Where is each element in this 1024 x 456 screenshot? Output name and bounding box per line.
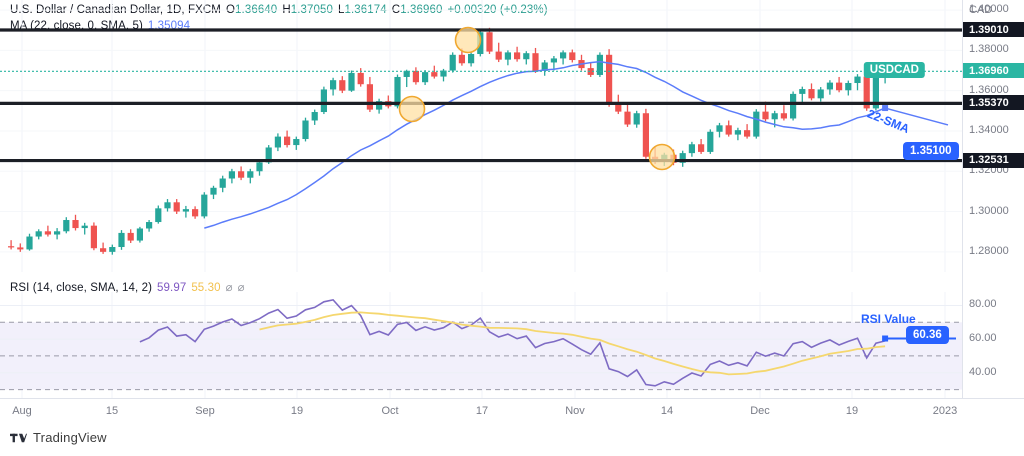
rsi-value: 59.97 (157, 282, 187, 294)
time-tick-label: 19 (845, 405, 859, 417)
rsi-endpoint-dot (882, 335, 889, 342)
rsi-value-badge: 60.36 (906, 326, 949, 344)
time-tick-label: Oct (381, 405, 399, 417)
price-level-badge: 1.35370 (963, 95, 1024, 111)
candlestick-series (8, 27, 889, 255)
tradingview-watermark: TradingView (10, 430, 107, 445)
rsi-pane[interactable] (0, 292, 962, 398)
rsi-line (139, 299, 886, 387)
time-tick-label: 17 (475, 405, 489, 417)
rsi-plot (0, 292, 962, 398)
rsi-extra-1: ⌀ (225, 282, 233, 294)
price-level-badge: 1.32531 (963, 152, 1024, 168)
rsi-indicator-label[interactable]: RSI (14, close, SMA, 14, 2) (10, 282, 153, 294)
rsi-sma-line (259, 311, 886, 376)
time-tick-label: 15 (105, 405, 119, 417)
time-tick-label: 14 (660, 405, 674, 417)
touch-marker (398, 95, 426, 123)
sma-22-line (204, 60, 886, 229)
time-tick-label: Aug (12, 405, 32, 417)
price-tick-label: 1.38000 (969, 43, 1009, 56)
tradingview-logo-icon (10, 433, 27, 442)
price-tick-label: 1.36000 (969, 83, 1009, 96)
rsi-sma-value: 55.30 (191, 282, 221, 294)
price-plot (0, 0, 962, 272)
time-tick-label: Nov (565, 405, 585, 417)
tradingview-label: TradingView (33, 430, 107, 445)
rsi-tick-label: 60.00 (969, 332, 997, 345)
rsi-value-label: RSI Value (861, 312, 916, 326)
time-axis[interactable]: Aug 15 Sep 19 Oct 17 Nov 14 Dec 19 2023 (0, 398, 1024, 422)
price-tick-label: 1.30000 (969, 204, 1009, 217)
rsi-tick-label: 80.00 (969, 298, 997, 311)
time-tick-label: Dec (750, 405, 770, 417)
sma-value-badge: 1.35100 (903, 142, 959, 160)
price-axis-currency: CAD (969, 4, 993, 16)
price-tick-label: 1.34000 (969, 123, 1009, 136)
price-tick-label: 1.40000 (969, 3, 1009, 16)
touch-marker (454, 26, 482, 54)
chart-legend-rsi: RSI (14, close, SMA, 14, 2) 59.97 55.30 ⌀ ⌀ (10, 280, 245, 294)
price-tick-label: 1.28000 (969, 244, 1009, 257)
current-price-badge: 1.36960 (963, 63, 1024, 79)
time-tick-label: 2023 (932, 405, 958, 417)
touch-marker (648, 143, 676, 171)
symbol-badge: USDCAD (863, 62, 925, 78)
price-level-badge: 1.39010 (963, 22, 1024, 38)
price-axis[interactable]: CAD 1.40000 1.38000 1.36000 1.34000 1.32000 1… (962, 0, 1024, 398)
sma-endpoint-dot (882, 105, 889, 112)
rsi-tick-label: 40.00 (969, 365, 997, 378)
time-tick-label: Sep (195, 405, 215, 417)
price-pane[interactable] (0, 0, 962, 272)
time-tick-label: 19 (290, 405, 304, 417)
rsi-extra-2: ⌀ (237, 282, 245, 294)
